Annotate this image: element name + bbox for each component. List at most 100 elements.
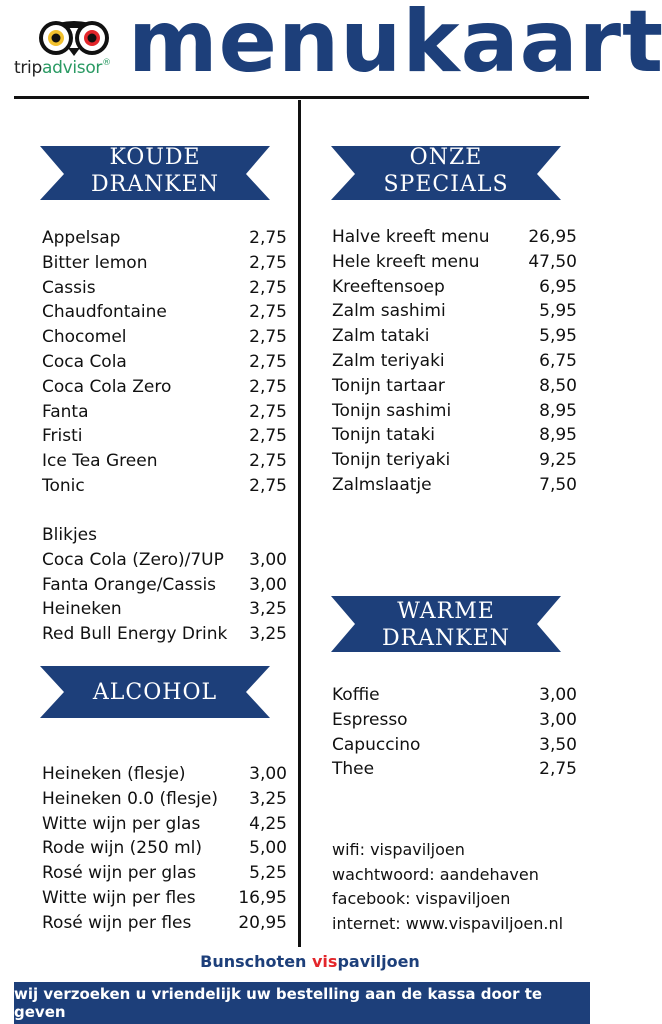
menu-item-name: Witte wijn per fles bbox=[42, 887, 196, 908]
menu-item-price: 3,00 bbox=[539, 709, 577, 730]
menu-item: Fanta 2,75 bbox=[42, 400, 287, 425]
menu-item-price: 4,25 bbox=[249, 813, 287, 834]
menu-item-name: Coca Cola Zero bbox=[42, 376, 172, 397]
menu-item: Rode wijn (250 ml) 5,00 bbox=[42, 836, 287, 861]
menu-item-price: 2,75 bbox=[249, 327, 287, 348]
menu-item-price: 8,50 bbox=[539, 375, 577, 396]
menu-item-price: 20,95 bbox=[238, 912, 287, 933]
menu-item-price: 9,25 bbox=[539, 450, 577, 471]
menu-item-name: Hele kreeft menu bbox=[332, 251, 480, 272]
menu-item: Appelsap 2,75 bbox=[42, 226, 287, 251]
menu-item-name: Fanta bbox=[42, 401, 89, 422]
menu-item-name: Capuccino bbox=[332, 734, 421, 755]
top-divider bbox=[14, 96, 589, 99]
banner-ribbon-shape bbox=[331, 596, 561, 652]
menu-item: Heineken 0.0 (flesje) 3,25 bbox=[42, 787, 287, 812]
menu-item-name: Heineken 0.0 (flesje) bbox=[42, 788, 218, 809]
menu-item-name: Rode wijn (250 ml) bbox=[42, 838, 203, 859]
menu-item-name: Halve kreeft menu bbox=[332, 227, 490, 247]
menu-item: Fristi 2,75 bbox=[42, 424, 287, 449]
menu-item-name: Espresso bbox=[332, 709, 408, 730]
menu-item: Tonijn teriyaki 9,25 bbox=[332, 448, 577, 473]
menu-item: Tonijn tataki 8,95 bbox=[332, 423, 577, 448]
menu-item-price: 3,00 bbox=[249, 574, 287, 595]
menu-item-price: 47,50 bbox=[528, 251, 577, 272]
footer-notice: wij verzoeken u vriendelijk uw bestellin… bbox=[14, 985, 543, 1021]
tripadvisor-logo: tripadvisor® bbox=[14, 14, 134, 84]
menu-item-name: Tonijn sashimi bbox=[332, 400, 452, 421]
menu-item: Zalm sashimi 5,95 bbox=[332, 299, 577, 324]
password-line: wachtwoord: aandehaven bbox=[332, 864, 539, 884]
banner-title-line: KOUDE bbox=[109, 145, 201, 170]
menu-item-name: Tonijn tataki bbox=[332, 425, 436, 446]
koude-dranken-list: Appelsap 2,75 Bitter lemon 2,75 Cassis 2,75 Ch… bbox=[42, 226, 287, 499]
menu-item-name: Cassis bbox=[42, 277, 96, 298]
page-title: menukaart bbox=[128, 0, 662, 92]
menu-item-name: Zalmslaatje bbox=[332, 474, 432, 495]
menu-item: Chocomel 2,75 bbox=[42, 325, 287, 350]
menu-item: Tonic 2,75 bbox=[42, 474, 287, 499]
menu-item: Tonijn sashimi 8,95 bbox=[332, 399, 577, 424]
menu-item-name: Chocomel bbox=[42, 327, 127, 348]
menu-item-price: 3,50 bbox=[539, 734, 577, 755]
menu-item-name: Fristi bbox=[42, 426, 83, 447]
menu-item-price: 5,95 bbox=[539, 326, 577, 347]
menu-item-price: 6,95 bbox=[539, 276, 577, 297]
menu-item-price: 2,75 bbox=[249, 475, 287, 496]
menu-item: Chaudfontaine 2,75 bbox=[42, 300, 287, 325]
menu-item-name: Appelsap bbox=[42, 228, 121, 248]
banner-warme-dranken: WARME DRANKEN bbox=[331, 594, 561, 656]
menu-item-price: 16,95 bbox=[238, 887, 287, 908]
menu-item: Red Bull Energy Drink 3,25 bbox=[42, 622, 287, 647]
menu-item-price: 2,75 bbox=[249, 401, 287, 422]
menu-item: Witte wijn per fles 16,95 bbox=[42, 886, 287, 911]
menu-item: Coca Cola 2,75 bbox=[42, 350, 287, 375]
menu-item-price: 2,75 bbox=[249, 302, 287, 323]
menu-item-price: 3,00 bbox=[249, 764, 287, 784]
menu-item: Coca Cola (Zero)/7UP 3,00 bbox=[42, 548, 287, 573]
menu-item-name: Rosé wijn per glas bbox=[42, 863, 197, 884]
warme-dranken-list: Koffie 3,00 Espresso 3,00 Capuccino 3,50 Thee 2… bbox=[332, 683, 577, 782]
menu-item-price: 3,25 bbox=[249, 624, 287, 645]
tripadvisor-wordmark: tripadvisor® bbox=[14, 58, 111, 78]
contact-info: wifi: vispaviljoen wachtwoord: aandehave… bbox=[332, 838, 563, 936]
menu-item-name: Koffie bbox=[332, 685, 380, 705]
menu-item-name: Witte wijn per glas bbox=[42, 813, 201, 834]
menu-item-price: 7,50 bbox=[539, 474, 577, 495]
menu-item: Heineken 3,25 bbox=[42, 597, 287, 622]
menu-item: Halve kreeft menu 26,95 bbox=[332, 225, 577, 250]
menu-item-name: Heineken (flesje) bbox=[42, 764, 186, 784]
menu-item-name: Chaudfontaine bbox=[42, 302, 167, 323]
wifi-line: wifi: vispaviljoen bbox=[332, 840, 465, 859]
menu-item-price: 26,95 bbox=[528, 227, 577, 247]
menu-item-price: 3,25 bbox=[249, 788, 287, 809]
menu-item-price: 2,75 bbox=[249, 228, 287, 248]
banner-ribbon-shape bbox=[40, 146, 270, 200]
footer-brand: Bunschoten vispaviljoen bbox=[200, 952, 420, 971]
banner-ribbon-shape bbox=[331, 146, 561, 200]
menu-item-price: 6,75 bbox=[539, 350, 577, 371]
blikjes-title: Blikjes bbox=[42, 525, 97, 545]
banner-onze-specials: ONZE SPECIALS bbox=[331, 140, 561, 202]
menu-item-name: Zalm teriyaki bbox=[332, 350, 445, 371]
owl-icon bbox=[39, 21, 109, 56]
menu-item: Heineken (flesje) 3,00 bbox=[42, 762, 287, 787]
menu-item: Kreeftensoep 6,95 bbox=[332, 275, 577, 300]
menu-item: Hele kreeft menu 47,50 bbox=[332, 250, 577, 275]
menu-item: Zalm teriyaki 6,75 bbox=[332, 349, 577, 374]
menu-item: Zalmslaatje 7,50 bbox=[332, 473, 577, 498]
menu-item-price: 5,25 bbox=[249, 863, 287, 884]
menu-item: Capuccino 3,50 bbox=[332, 733, 577, 758]
banner-title-line: DRANKEN bbox=[90, 172, 220, 197]
menu-item-price: 8,95 bbox=[539, 425, 577, 446]
banner-title-line: ALCOHOL bbox=[92, 679, 218, 705]
menu-item-name: Red Bull Energy Drink bbox=[42, 624, 228, 645]
menu-item-price: 2,75 bbox=[249, 426, 287, 447]
menu-item-price: 2,75 bbox=[249, 376, 287, 397]
alcohol-list: Heineken (flesje) 3,00 Heineken 0.0 (flesj… bbox=[42, 762, 287, 936]
banner-title-line: DRANKEN bbox=[381, 626, 511, 651]
menu-item-name: Tonijn teriyaki bbox=[332, 450, 451, 471]
blikjes-list: Coca Cola (Zero)/7UP 3,00 Fanta Orange/Cas… bbox=[42, 548, 287, 647]
menu-item-name: Coca Cola bbox=[42, 351, 127, 372]
menu-item: Witte wijn per glas 4,25 bbox=[42, 812, 287, 837]
